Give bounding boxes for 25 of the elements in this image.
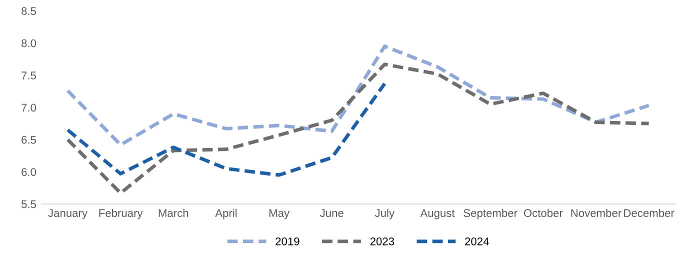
x-tick-label: April [215, 208, 237, 220]
x-tick-label: June [320, 209, 344, 218]
x-tick-label: March [158, 208, 188, 218]
legend-label: 2023 [370, 237, 394, 246]
x-tick-label: October [524, 208, 563, 218]
line-series [66, 82, 386, 177]
x-tick-label: August [420, 209, 455, 220]
legend-label: 2024 [465, 237, 489, 246]
y-tick-label: 8.5 [22, 7, 36, 16]
y-tick-label: 8.0 [22, 39, 36, 48]
line-series [66, 44, 651, 147]
x-tick-label: May [269, 209, 290, 220]
y-tick-label: 6.5 [22, 136, 36, 144]
x-tick-label: September [464, 208, 518, 220]
y-tick-label: 6.0 [22, 168, 36, 176]
x-tick-label: January [48, 209, 88, 220]
x-tick-label: November [571, 208, 622, 218]
x-tick-label: February [99, 208, 143, 220]
x-tick-label: July [374, 208, 395, 220]
y-tick-label: 5.5 [21, 200, 36, 208]
y-tick-label: 7.5 [22, 72, 36, 80]
y-tick-label: 7.0 [22, 104, 36, 112]
legend-label: 2019 [276, 237, 300, 246]
line-series [66, 62, 651, 195]
x-tick-label: December [624, 208, 674, 218]
